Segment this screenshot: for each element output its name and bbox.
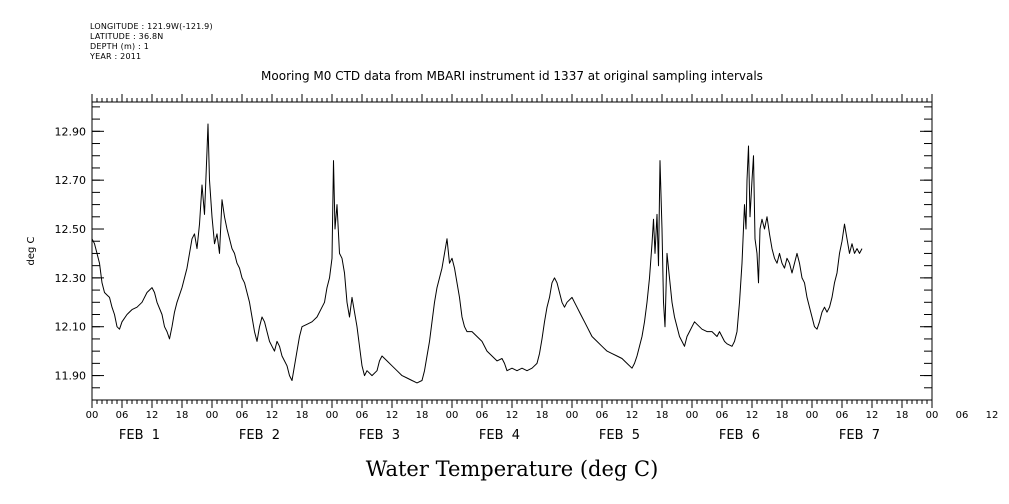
day-label: FEB 7 [839, 428, 880, 443]
x-tick-label: 12 [986, 410, 999, 421]
metadata-block: LONGITUDE : 121.9W(-121.9) LATITUDE : 36… [90, 22, 213, 62]
x-tick-label: 00 [326, 410, 339, 421]
x-tick-label: 12 [506, 410, 519, 421]
x-tick-label: 18 [776, 410, 789, 421]
x-tick-label: 06 [956, 410, 969, 421]
x-tick-label: 06 [356, 410, 369, 421]
longitude-text: LONGITUDE : 121.9W(-121.9) [90, 22, 213, 31]
plot-frame [91, 101, 933, 401]
x-tick-label: 00 [806, 410, 819, 421]
x-tick-label: 06 [716, 410, 729, 421]
tick-marks [91, 94, 933, 408]
day-label: FEB 4 [479, 428, 520, 443]
x-tick-label: 06 [116, 410, 129, 421]
y-tick-label: 12.90 [55, 125, 87, 138]
x-tick-label: 06 [836, 410, 849, 421]
tick-labels: 00 06 12 18 00 06 12 18 00 06 12 18 00 06 12 18 00 06 12 18… [55, 125, 999, 443]
x-tick-label: 12 [866, 410, 879, 421]
x-tick-label: 18 [536, 410, 549, 421]
year-text: YEAR : 2011 [90, 52, 142, 61]
y-axis-label: deg C [26, 236, 37, 265]
x-tick-label: 00 [926, 410, 939, 421]
x-tick-label: 12 [626, 410, 639, 421]
x-tick-label: 18 [656, 410, 669, 421]
x-tick-label: 06 [236, 410, 249, 421]
day-label: FEB 5 [599, 428, 640, 443]
x-tick-label: 12 [266, 410, 279, 421]
day-label: FEB 6 [719, 428, 760, 443]
x-tick-label: 18 [416, 410, 429, 421]
x-tick-label: 00 [446, 410, 459, 421]
day-label: FEB 3 [359, 428, 400, 443]
latitude-text: LATITUDE : 36.8N [90, 32, 164, 41]
x-tick-label: 00 [566, 410, 579, 421]
x-tick-label: 12 [746, 410, 759, 421]
x-tick-label: 18 [896, 410, 909, 421]
x-tick-label: 06 [476, 410, 489, 421]
y-tick-label: 12.10 [55, 321, 87, 334]
y-tick-label: 12.30 [55, 272, 87, 285]
y-tick-label: 12.50 [55, 223, 87, 236]
x-tick-label: 06 [596, 410, 609, 421]
x-tick-label: 00 [86, 410, 99, 421]
x-tick-label: 12 [146, 410, 159, 421]
chart-title: Mooring M0 CTD data from MBARI instrumen… [261, 69, 763, 83]
series-layer [91, 123, 863, 384]
x-axis-label: Water Temperature (deg C) [366, 457, 659, 481]
x-tick-label: 12 [386, 410, 399, 421]
x-tick-label: 18 [176, 410, 189, 421]
depth-text: DEPTH (m) : 1 [90, 42, 149, 51]
y-tick-label: 11.90 [55, 370, 87, 383]
x-tick-label: 18 [296, 410, 309, 421]
series-line [91, 123, 863, 384]
day-label: FEB 2 [239, 428, 280, 443]
y-tick-label: 12.70 [55, 174, 87, 187]
x-tick-label: 00 [686, 410, 699, 421]
day-label: FEB 1 [119, 428, 160, 443]
x-tick-label: 00 [206, 410, 219, 421]
